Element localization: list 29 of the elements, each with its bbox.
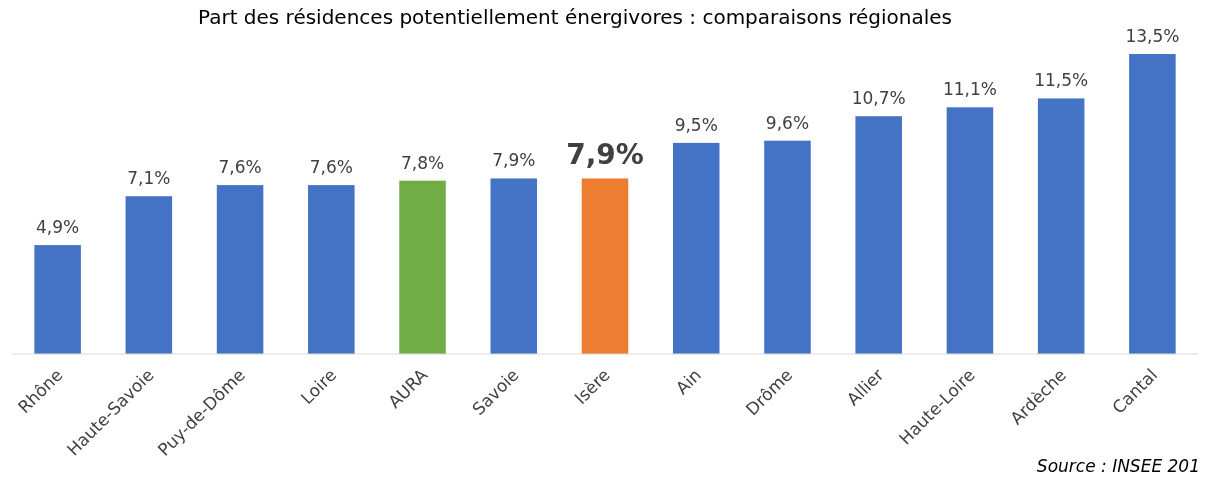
- data-label: 7,6%: [309, 157, 353, 178]
- bar: [1129, 54, 1176, 354]
- bar: [490, 178, 538, 354]
- data-label: 13,5%: [1125, 26, 1180, 46]
- data-label: 7,6%: [218, 157, 262, 178]
- bar: [672, 142, 720, 354]
- data-label: 11,1%: [942, 79, 997, 100]
- bar: [34, 245, 81, 354]
- data-label: 4,9%: [36, 217, 80, 238]
- bar: [399, 180, 446, 354]
- data-label: 7,1%: [127, 168, 171, 189]
- bar: [764, 140, 811, 354]
- bar: [1037, 98, 1085, 354]
- data-label: 9,6%: [765, 112, 810, 133]
- data-label: 10,7%: [851, 88, 906, 109]
- data-label: 7,9%: [492, 150, 536, 171]
- bar: [581, 178, 629, 354]
- bar: [308, 185, 355, 354]
- bar: [216, 185, 264, 354]
- chart-title: Part des résidences potentiellement énergivores : comparaisons régionales: [197, 5, 953, 29]
- bar: [125, 196, 173, 354]
- x-tick-label: Ain: [671, 364, 706, 399]
- data-label: 7,8%: [400, 152, 445, 173]
- data-label: 9,5%: [674, 114, 718, 135]
- source-note: Source : INSEE 201: [1036, 456, 1200, 476]
- bar: [855, 116, 902, 354]
- bar: [946, 107, 994, 354]
- data-label: 11,5%: [1034, 70, 1089, 91]
- data-label: 7,9%: [566, 138, 644, 172]
